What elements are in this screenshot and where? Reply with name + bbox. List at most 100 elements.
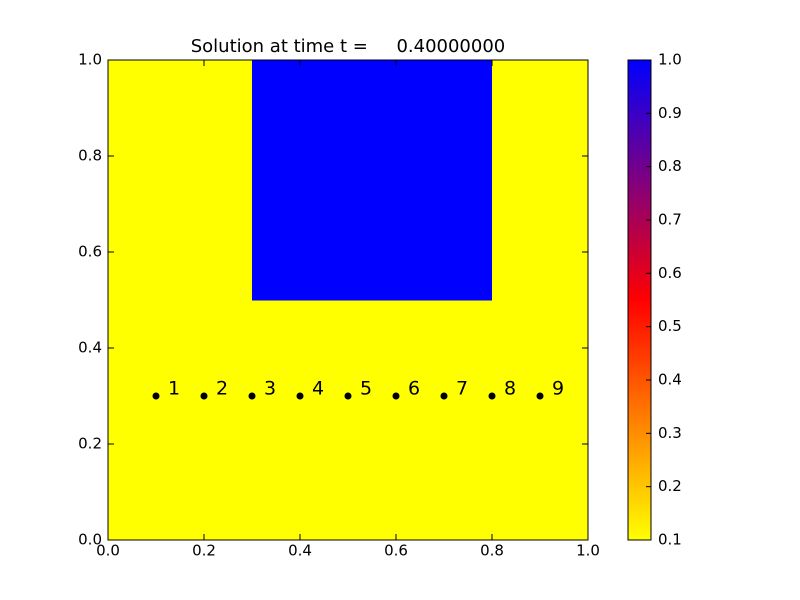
heatmap-cell xyxy=(492,204,541,253)
heatmap-cell xyxy=(396,444,445,493)
plot-frame xyxy=(107,59,589,541)
heatmap-cell xyxy=(108,156,157,205)
heatmap-cell xyxy=(252,204,301,253)
heatmap-cell xyxy=(396,60,445,109)
y-tick-label: 0.2 xyxy=(78,435,102,453)
heatmap-cell xyxy=(396,396,445,445)
x-tick-label: 1.0 xyxy=(576,542,600,560)
heatmap-cell xyxy=(108,252,157,301)
heatmap-cell xyxy=(492,396,541,445)
heatmap-cell xyxy=(108,204,157,253)
heatmap-cell xyxy=(156,60,205,109)
point xyxy=(248,392,256,400)
heatmap-cell xyxy=(348,156,397,205)
heatmap-cell xyxy=(156,348,205,397)
heatmap-cell xyxy=(252,492,301,541)
heatmap-cell xyxy=(348,396,397,445)
heatmap-cell xyxy=(348,60,397,109)
heatmap-cell xyxy=(156,444,205,493)
point xyxy=(152,392,160,400)
heatmap-cell xyxy=(396,492,445,541)
point-label: 7 xyxy=(456,378,468,400)
heatmap-cell xyxy=(444,204,493,253)
point-label: 3 xyxy=(264,378,276,400)
heatmap-cell xyxy=(108,396,157,445)
heatmap-cell xyxy=(300,156,349,205)
heatmap-cell xyxy=(108,444,157,493)
colorbar-tick-label: 0.7 xyxy=(658,211,682,229)
point xyxy=(296,392,304,400)
heatmap-cell xyxy=(204,204,253,253)
heatmap-cell xyxy=(300,492,349,541)
heatmap-cell xyxy=(156,156,205,205)
heatmap-cell xyxy=(300,396,349,445)
point-label: 6 xyxy=(408,378,420,400)
heatmap-cell xyxy=(540,396,589,445)
heatmap-cell xyxy=(492,60,541,109)
heatmap-cell xyxy=(252,60,301,109)
colorbar-tick-label: 1.0 xyxy=(658,51,682,69)
heatmap-cell xyxy=(492,156,541,205)
heatmap-cell xyxy=(396,108,445,157)
heatmap-cell xyxy=(444,60,493,109)
heatmap-cell xyxy=(492,108,541,157)
heatmap-cell xyxy=(396,156,445,205)
heatmap-cell xyxy=(156,252,205,301)
heatmap-cell xyxy=(204,492,253,541)
colorbar-tick-label: 0.5 xyxy=(658,317,682,335)
heatmap-cell xyxy=(540,348,589,397)
point xyxy=(488,392,496,400)
heatmap-cell xyxy=(204,108,253,157)
x-tick-label: 0.0 xyxy=(96,542,120,560)
heatmap-cell xyxy=(300,60,349,109)
heatmap-cell xyxy=(252,300,301,349)
colorbar-tick-label: 0.1 xyxy=(658,531,682,549)
point-label: 2 xyxy=(216,378,228,400)
chart-title: Solution at time t = 0.40000000 xyxy=(191,36,506,57)
heatmap-cell xyxy=(348,444,397,493)
colorbar xyxy=(627,59,652,541)
heatmap-cell xyxy=(252,348,301,397)
heatmap-cell xyxy=(540,108,589,157)
y-tick-label: 0.4 xyxy=(78,339,102,357)
heatmap-cell xyxy=(444,156,493,205)
heatmap-cell xyxy=(204,60,253,109)
heatmap-cell xyxy=(444,300,493,349)
y-tick-label: 0.0 xyxy=(78,531,102,549)
heatmap-cell xyxy=(108,60,157,109)
x-tick-label: 0.6 xyxy=(384,542,408,560)
heatmap-cell xyxy=(108,300,157,349)
heatmap-cell xyxy=(300,204,349,253)
heatmap-cell xyxy=(252,252,301,301)
y-tick-label: 1.0 xyxy=(78,51,102,69)
heatmap-cell xyxy=(348,252,397,301)
heatmap-cell xyxy=(540,444,589,493)
colorbar-tick-label: 0.4 xyxy=(658,371,682,389)
colorbar-tick-label: 0.9 xyxy=(658,104,682,122)
heatmap-cell xyxy=(204,156,253,205)
point-label: 4 xyxy=(312,378,324,400)
x-tick-label: 0.8 xyxy=(480,542,504,560)
heatmap-cell xyxy=(540,492,589,541)
heatmap-cell xyxy=(204,444,253,493)
y-tick-label: 0.6 xyxy=(78,243,102,261)
heatmap-cell xyxy=(348,108,397,157)
heatmap-cell xyxy=(108,492,157,541)
heatmap-cell xyxy=(300,300,349,349)
heatmap-cell xyxy=(396,252,445,301)
heatmap-cell xyxy=(540,300,589,349)
x-tick-label: 0.2 xyxy=(192,542,216,560)
point xyxy=(200,392,208,400)
heatmap-cell xyxy=(348,300,397,349)
heatmap-cell xyxy=(252,444,301,493)
heatmap-cell xyxy=(108,108,157,157)
heatmap-cell xyxy=(492,444,541,493)
heatmap-cell xyxy=(108,348,157,397)
heatmap-cell xyxy=(300,348,349,397)
heatmap-cell xyxy=(204,300,253,349)
heatmap-cell xyxy=(396,348,445,397)
colorbar-tick-label: 0.2 xyxy=(658,477,682,495)
heatmap-cell xyxy=(444,108,493,157)
heatmap-cell xyxy=(204,348,253,397)
